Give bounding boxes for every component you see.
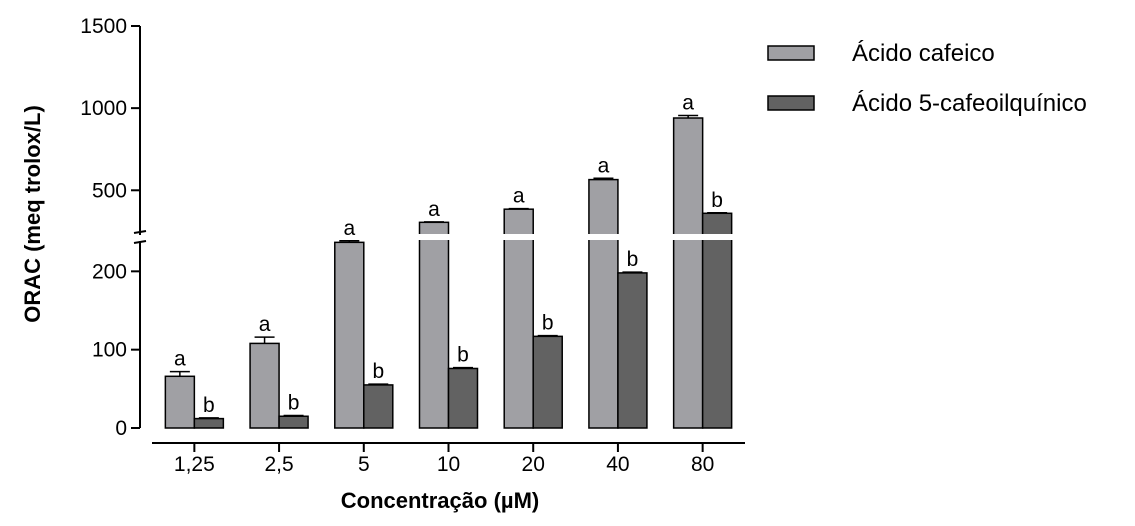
labels: 0100200500100015001,25ab2,5ab5ab10ab20ab… bbox=[80, 15, 723, 476]
significance-label: b bbox=[372, 360, 384, 383]
y-tick-label: 1000 bbox=[80, 97, 127, 120]
y-tick-label: 500 bbox=[92, 179, 127, 202]
bar-cqa bbox=[447, 367, 479, 429]
legend-label-cqa: Ácido 5-cafeoilquínico bbox=[852, 90, 1087, 117]
significance-label: b bbox=[203, 394, 215, 417]
legend: Ácido cafeico Ácido 5-cafeoilquínico bbox=[767, 40, 1087, 117]
significance-label: a bbox=[598, 154, 610, 177]
y-tick-label: 0 bbox=[115, 417, 127, 440]
significance-label: b bbox=[288, 391, 300, 414]
significance-label: a bbox=[343, 217, 355, 240]
significance-label: a bbox=[513, 185, 525, 208]
bar-cqa bbox=[617, 272, 648, 429]
x-tick-label: 40 bbox=[606, 453, 629, 476]
significance-label: b bbox=[542, 312, 554, 335]
bar-caffeic bbox=[249, 342, 280, 429]
axis-break-mark-upper bbox=[133, 230, 147, 234]
legend-swatch-caffeic bbox=[767, 45, 815, 61]
bar-cqa bbox=[532, 335, 563, 429]
bar-caffeic bbox=[672, 117, 704, 429]
significance-label: a bbox=[682, 92, 694, 115]
legend-swatch-cqa bbox=[767, 95, 815, 111]
x-tick-label: 20 bbox=[522, 453, 545, 476]
axis-break-mark-lower bbox=[133, 240, 147, 244]
significance-label: a bbox=[259, 313, 271, 336]
axis-break-gap bbox=[142, 234, 747, 240]
bars bbox=[142, 114, 747, 429]
x-tick-label: 5 bbox=[358, 453, 370, 476]
x-tick-label: 80 bbox=[691, 453, 714, 476]
x-tick-label: 10 bbox=[437, 453, 460, 476]
bar-cqa bbox=[193, 417, 225, 429]
bar-caffeic bbox=[503, 208, 534, 429]
y-axis-title: ORAC (meq trolox/L) bbox=[20, 105, 45, 323]
significance-label: b bbox=[627, 248, 639, 271]
bar-cqa bbox=[278, 415, 309, 429]
legend-label-caffeic: Ácido cafeico bbox=[852, 40, 995, 67]
bar-caffeic bbox=[588, 178, 619, 429]
y-tick-label: 1500 bbox=[80, 15, 127, 38]
y-tick-label: 200 bbox=[92, 260, 127, 283]
bar-caffeic bbox=[418, 221, 450, 429]
significance-label: a bbox=[428, 198, 440, 221]
x-tick-label: 1,25 bbox=[174, 453, 215, 476]
y-tick-label: 100 bbox=[92, 339, 127, 362]
bar-cqa bbox=[701, 212, 733, 429]
x-tick-label: 2,5 bbox=[264, 453, 293, 476]
bar-caffeic bbox=[164, 375, 196, 429]
bar-cqa bbox=[363, 384, 394, 429]
x-axis-title: Concentração (µM) bbox=[341, 488, 539, 513]
significance-label: b bbox=[457, 344, 469, 367]
significance-label: b bbox=[711, 189, 723, 212]
bar-caffeic bbox=[334, 241, 365, 429]
significance-label: a bbox=[174, 348, 186, 371]
axes bbox=[131, 25, 745, 452]
